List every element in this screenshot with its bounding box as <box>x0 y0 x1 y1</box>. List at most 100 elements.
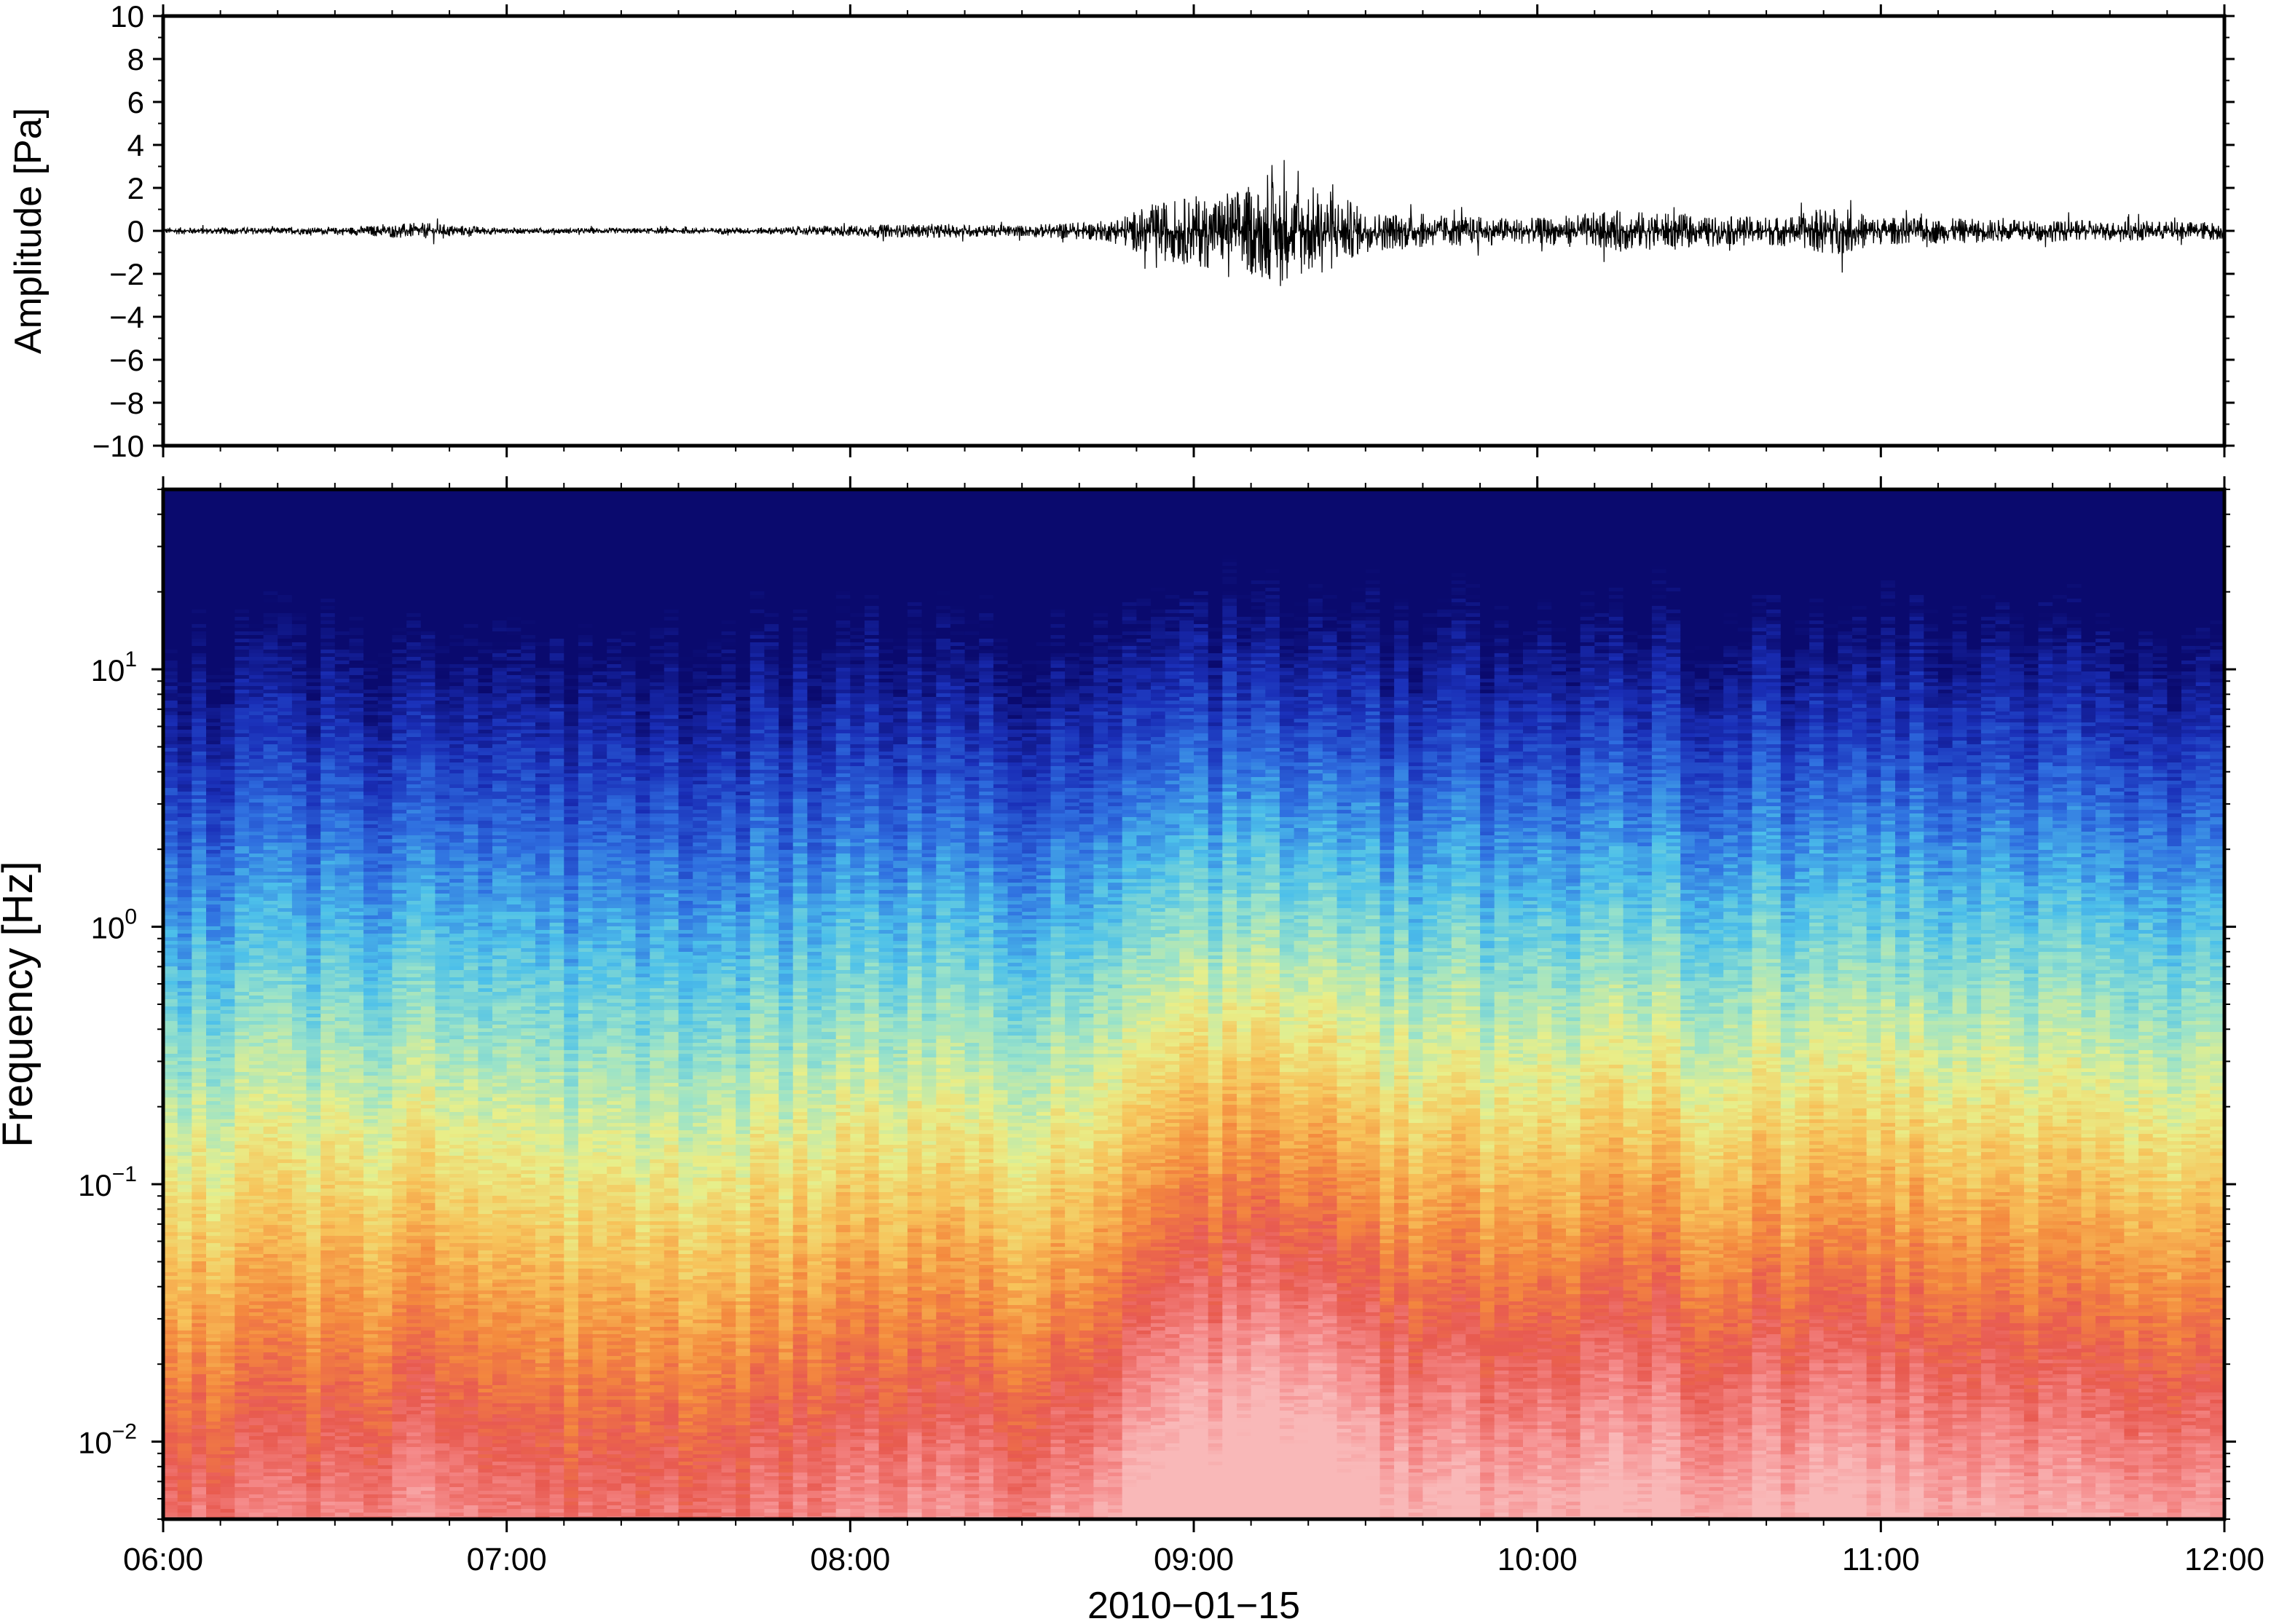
spectrogram-cell <box>264 1032 278 1036</box>
spectrogram-cell <box>178 988 192 993</box>
spectrogram-cell <box>335 1025 350 1029</box>
spectrogram-cell <box>192 497 206 501</box>
spectrogram-cell <box>249 722 264 727</box>
spectrogram-cell <box>378 668 393 672</box>
spectrogram-cell <box>264 1068 278 1073</box>
spectrogram-cell <box>278 620 292 625</box>
spectrogram-cell <box>192 1072 206 1076</box>
spectrogram-cell <box>163 1513 178 1517</box>
spectrogram-cell <box>292 577 307 581</box>
spectrogram-cell <box>292 726 307 730</box>
spectrogram-cell <box>350 1185 364 1189</box>
spectrogram-cell <box>292 1462 307 1466</box>
spectrogram-cell <box>264 1189 278 1193</box>
spectrogram-cell <box>350 843 364 847</box>
spectrogram-cell <box>206 854 221 858</box>
spectrogram-cell <box>278 792 292 796</box>
spectrogram-cell <box>378 934 393 938</box>
spectrogram-cell <box>320 1363 335 1368</box>
spectrogram-cell <box>249 1432 264 1437</box>
spectrogram-cell <box>221 766 235 770</box>
spectrogram-cell <box>307 872 321 876</box>
spectrogram-cell <box>378 1203 393 1207</box>
spectrogram-cell <box>221 1378 235 1382</box>
spectrogram-cell <box>292 1505 307 1510</box>
spectrogram-cell <box>221 1050 235 1055</box>
spectrogram-cell <box>221 1116 235 1120</box>
spectrogram-cell <box>278 1054 292 1058</box>
spectrogram-cell <box>363 846 378 851</box>
spectrogram-cell <box>249 948 264 953</box>
spectrogram-cell <box>206 1447 221 1451</box>
spectrogram-cell <box>206 1170 221 1175</box>
spectrogram-cell <box>292 1054 307 1058</box>
spectrogram-cell <box>363 1239 378 1244</box>
spectrogram-cell <box>392 573 406 578</box>
spectrogram-cell <box>235 697 249 701</box>
spectrogram-cell <box>221 977 235 982</box>
spectrogram-cell <box>235 511 249 516</box>
spectrogram-cell <box>178 1236 192 1240</box>
spectrogram-cell <box>278 1316 292 1320</box>
spectrogram-cell <box>292 1119 307 1124</box>
spectrogram-cell <box>163 1254 178 1258</box>
spectrogram-cell <box>392 1101 406 1105</box>
spectrogram-cell <box>363 1087 378 1091</box>
spectrogram-cell <box>350 1032 364 1036</box>
spectrogram-cell <box>264 1385 278 1390</box>
spectrogram-cell <box>249 741 264 745</box>
spectrogram-cell <box>335 595 350 599</box>
spectrogram-cell <box>335 912 350 916</box>
spectrogram-cell <box>350 1046 364 1051</box>
spectrogram-cell <box>278 963 292 967</box>
spectrogram-cell <box>363 926 378 931</box>
spectrogram-cell <box>206 777 221 781</box>
spectrogram-cell <box>192 1261 206 1266</box>
spectrogram-cell <box>249 1352 264 1357</box>
spectrogram-cell <box>249 1068 264 1073</box>
spectrogram-cell <box>350 915 364 920</box>
spectrogram-cell <box>307 926 321 931</box>
spectrogram-cell <box>264 595 278 599</box>
spectrogram-cell <box>350 1167 364 1171</box>
spectrogram-cell <box>206 1156 221 1160</box>
spectrogram-cell <box>249 759 264 763</box>
spectrogram-cell <box>392 631 406 636</box>
spectrogram-cell <box>363 1454 378 1459</box>
spectrogram-cell <box>307 748 321 752</box>
spectrogram-cell <box>264 1509 278 1513</box>
spectrogram-cell <box>264 1403 278 1408</box>
spectrogram-cell <box>249 1032 264 1036</box>
spectrogram-cell <box>249 712 264 716</box>
spectrogram-cell <box>264 832 278 836</box>
spectrogram-cell <box>206 1192 221 1197</box>
spectrogram-cell <box>307 722 321 727</box>
spectrogram-cell <box>307 613 321 618</box>
spectrogram-cell <box>221 1473 235 1477</box>
spectrogram-cell <box>178 631 192 636</box>
spectrogram-cell <box>235 879 249 883</box>
spectrogram-cell <box>406 504 421 508</box>
spectrogram-cell <box>335 712 350 716</box>
spectrogram-cell <box>264 1462 278 1466</box>
spectrogram-cell <box>221 1287 235 1291</box>
spectrogram-cell <box>278 1407 292 1411</box>
spectrogram-cell <box>235 1378 249 1382</box>
spectrogram-cell <box>320 1046 335 1051</box>
spectrogram-cell <box>163 930 178 934</box>
spectrogram-cell <box>378 894 393 898</box>
spectrogram-cell <box>335 653 350 658</box>
spectrogram-cell <box>335 766 350 770</box>
spectrogram-cell <box>350 1436 364 1440</box>
spectrogram-cell <box>350 551 364 556</box>
spectrogram-cell <box>350 1458 364 1462</box>
spectrogram-cell <box>235 1218 249 1222</box>
spectrogram-cell <box>178 1436 192 1440</box>
spectrogram-cell <box>206 664 221 669</box>
spectrogram-cell <box>292 1141 307 1146</box>
spectrogram-cell <box>292 1451 307 1455</box>
spectrogram-cell <box>221 1174 235 1178</box>
spectrogram-cell <box>378 1221 393 1226</box>
spectrogram-cell <box>335 577 350 581</box>
spectrogram-cell <box>235 693 249 698</box>
